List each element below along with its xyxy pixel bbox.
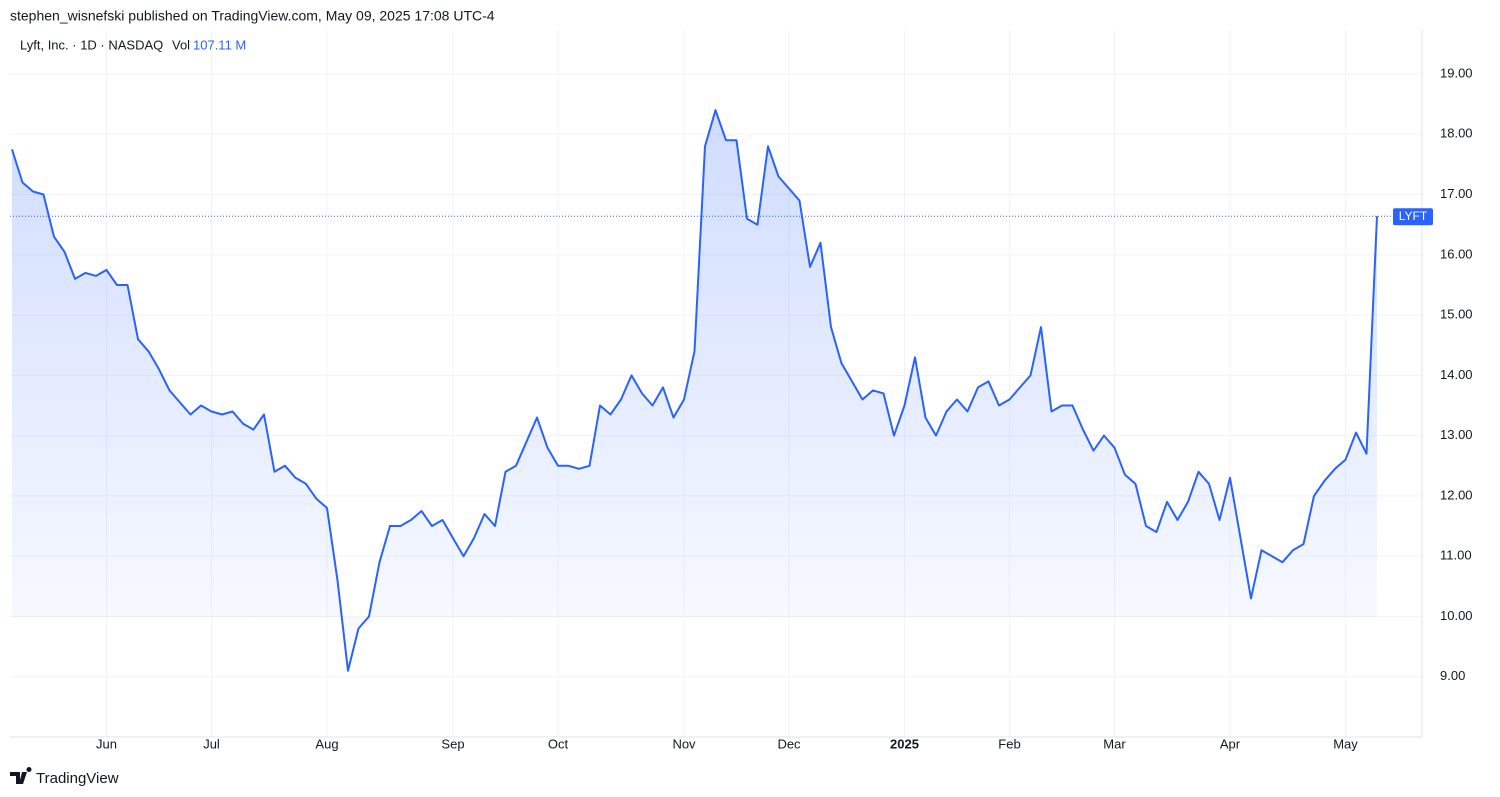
x-tick-label: 2025 <box>890 736 919 751</box>
brand-logo: TradingView <box>10 766 119 787</box>
x-tick-label: Dec <box>777 736 801 751</box>
volume-label: Vol <box>172 37 190 52</box>
brand-name: TradingView <box>36 770 119 787</box>
x-tick-label: Nov <box>672 736 696 751</box>
x-tick-label: Oct <box>548 736 569 751</box>
published-note: stephen_wisnefski published on TradingVi… <box>10 8 495 24</box>
volume-value: 107.11 M <box>193 37 246 52</box>
y-tick-label: 17.00 <box>1440 186 1473 201</box>
area-fill <box>12 110 1377 671</box>
x-tick-label: Jun <box>96 736 117 751</box>
series-name-tag: LYFT <box>1399 209 1428 223</box>
plot-area <box>10 30 1422 737</box>
y-tick-label: 15.00 <box>1440 307 1473 322</box>
x-tick-label: Jul <box>203 736 220 751</box>
last-price-tag <box>1393 208 1433 226</box>
x-tick-label: May <box>1333 736 1358 751</box>
y-tick-label: 9.00 <box>1440 668 1465 683</box>
price-line <box>11 109 1378 672</box>
y-tick-label: 14.00 <box>1440 367 1473 382</box>
x-tick-label: Sep <box>441 736 464 751</box>
legend: Lyft, Inc. · 1D · NASDAQ <box>20 37 163 52</box>
y-tick-label: 18.00 <box>1440 126 1473 141</box>
y-tick-label: 12.00 <box>1440 487 1473 502</box>
x-tick-label: Feb <box>998 736 1020 751</box>
y-tick-label: 16.00 <box>1440 246 1473 261</box>
x-tick-label: Aug <box>315 736 338 751</box>
x-tick-label: Apr <box>1220 736 1241 751</box>
y-tick-label: 11.00 <box>1440 548 1472 563</box>
y-tick-label: 10.00 <box>1440 608 1473 623</box>
y-tick-label: 13.00 <box>1440 427 1473 442</box>
x-tick-label: Mar <box>1103 736 1126 751</box>
y-tick-label: 19.00 <box>1440 65 1473 80</box>
